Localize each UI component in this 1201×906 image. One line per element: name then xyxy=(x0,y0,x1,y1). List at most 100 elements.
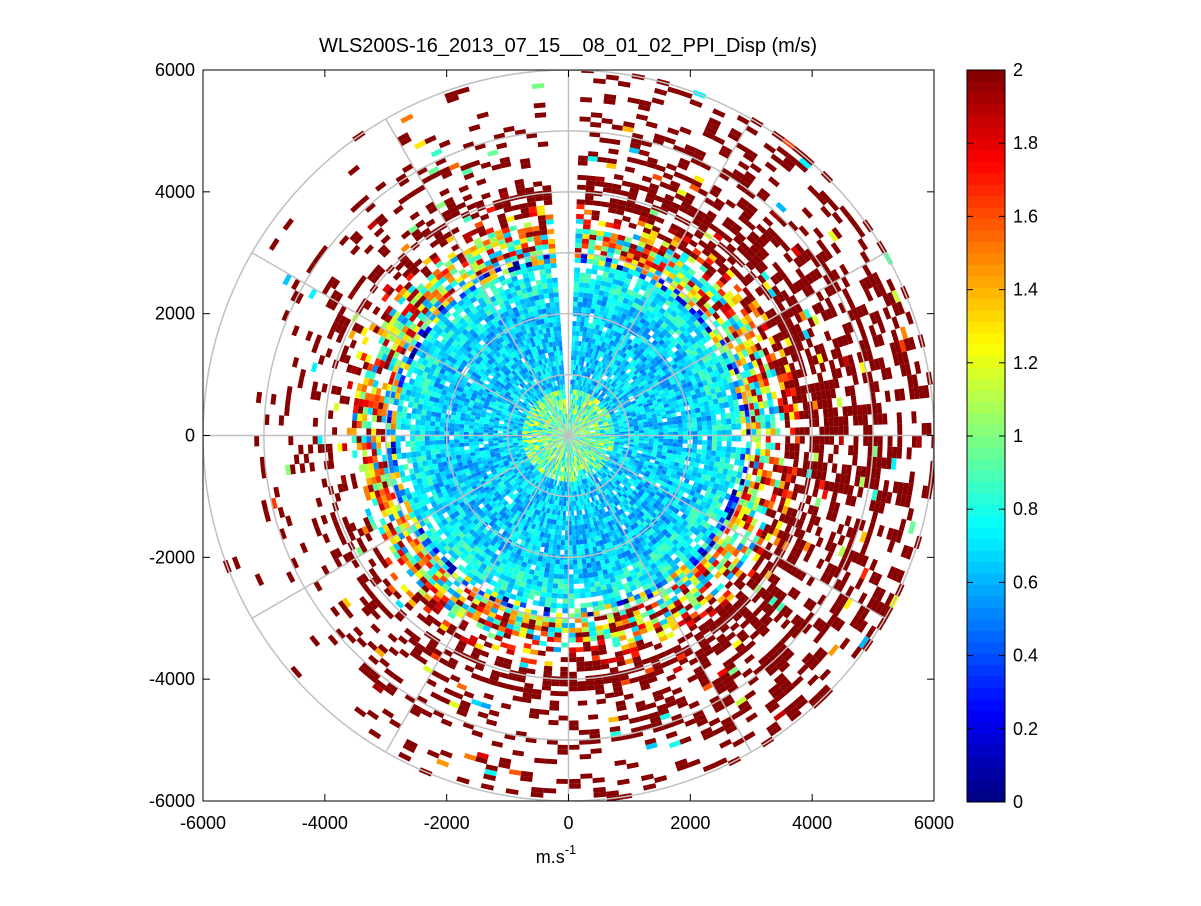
data-cell xyxy=(548,548,553,553)
data-cell xyxy=(431,411,437,416)
data-cell xyxy=(493,428,498,431)
data-cell xyxy=(549,573,555,579)
data-cell xyxy=(478,429,483,432)
data-cell xyxy=(649,430,654,433)
data-cell xyxy=(435,426,440,431)
data-cell xyxy=(479,441,484,445)
data-cell xyxy=(577,520,581,525)
data-cell xyxy=(701,450,706,455)
data-cell xyxy=(644,427,649,430)
data-cell xyxy=(549,568,554,573)
data-cell xyxy=(432,407,438,413)
data-cell xyxy=(555,336,559,341)
data-cell xyxy=(474,426,479,430)
data-cell xyxy=(572,521,575,526)
data-cell xyxy=(667,421,672,425)
data-cell xyxy=(701,411,707,416)
data-cell xyxy=(577,307,582,312)
data-cell xyxy=(677,447,682,451)
data-cell xyxy=(553,327,557,332)
data-cell xyxy=(639,428,644,431)
data-cell xyxy=(572,525,576,530)
data-cell xyxy=(678,424,683,428)
data-cell xyxy=(483,430,488,433)
data-cell xyxy=(691,453,697,458)
data-cell xyxy=(639,438,644,441)
data-cell xyxy=(546,558,551,564)
data-cell xyxy=(469,425,474,429)
data-cell xyxy=(435,422,440,427)
data-cell xyxy=(644,430,649,433)
data-cell xyxy=(705,455,711,461)
data-cell xyxy=(513,432,518,434)
data-cell xyxy=(435,417,440,422)
data-cell xyxy=(464,428,469,432)
data-cell xyxy=(672,447,677,451)
data-cell xyxy=(426,455,432,461)
data-cell xyxy=(571,365,574,370)
data-cell xyxy=(556,316,561,321)
data-cell xyxy=(571,355,574,360)
data-cell xyxy=(570,477,572,482)
data-cell xyxy=(695,408,701,414)
data-cell xyxy=(469,429,474,433)
data-cell xyxy=(587,298,592,304)
data-cell xyxy=(653,444,658,448)
data-cell xyxy=(571,501,574,506)
data-cell xyxy=(449,440,454,444)
data-cell xyxy=(474,442,479,446)
data-cell xyxy=(426,450,432,456)
data-cell xyxy=(558,535,562,540)
data-cell xyxy=(544,568,549,574)
data-cell xyxy=(565,487,567,492)
data-cell xyxy=(693,440,698,445)
data-cell xyxy=(682,448,687,453)
data-cell xyxy=(460,420,465,424)
data-cell xyxy=(483,427,488,430)
data-cell xyxy=(430,421,435,426)
data-cell xyxy=(588,572,594,578)
data-cell xyxy=(573,360,576,365)
data-cell xyxy=(663,429,668,433)
data-cell xyxy=(560,560,565,565)
data-cell xyxy=(450,448,455,453)
data-cell xyxy=(558,336,562,341)
data-cell xyxy=(522,437,527,439)
data-cell xyxy=(707,440,712,445)
data-cell xyxy=(574,516,577,521)
data-cell xyxy=(553,322,557,327)
data-cell xyxy=(437,408,443,414)
data-cell xyxy=(554,574,559,579)
data-cell xyxy=(692,444,697,449)
data-cell xyxy=(582,302,587,307)
data-cell xyxy=(578,297,583,302)
data-cell xyxy=(539,571,545,577)
data-cell xyxy=(430,426,435,431)
data-cell xyxy=(584,288,590,293)
data-cell xyxy=(464,443,469,447)
data-cell xyxy=(558,331,562,336)
data-cell xyxy=(553,544,557,549)
data-cell xyxy=(576,331,580,336)
data-cell xyxy=(620,437,625,439)
data-cell xyxy=(593,294,599,300)
data-cell xyxy=(572,331,576,336)
data-cell xyxy=(441,413,447,418)
data-cell xyxy=(565,477,567,482)
data-cell xyxy=(430,450,435,455)
data-cell xyxy=(673,439,678,443)
data-cell xyxy=(678,439,683,443)
data-cell xyxy=(454,443,459,447)
data-cell xyxy=(439,440,444,445)
data-cell xyxy=(575,525,579,530)
data-cell xyxy=(576,545,580,550)
data-cell xyxy=(706,450,712,456)
data-cell xyxy=(440,422,445,427)
data-cell xyxy=(488,441,493,444)
data-cell xyxy=(704,460,710,466)
data-cell xyxy=(706,416,712,422)
data-cell xyxy=(701,454,707,459)
data-cell xyxy=(577,316,582,321)
